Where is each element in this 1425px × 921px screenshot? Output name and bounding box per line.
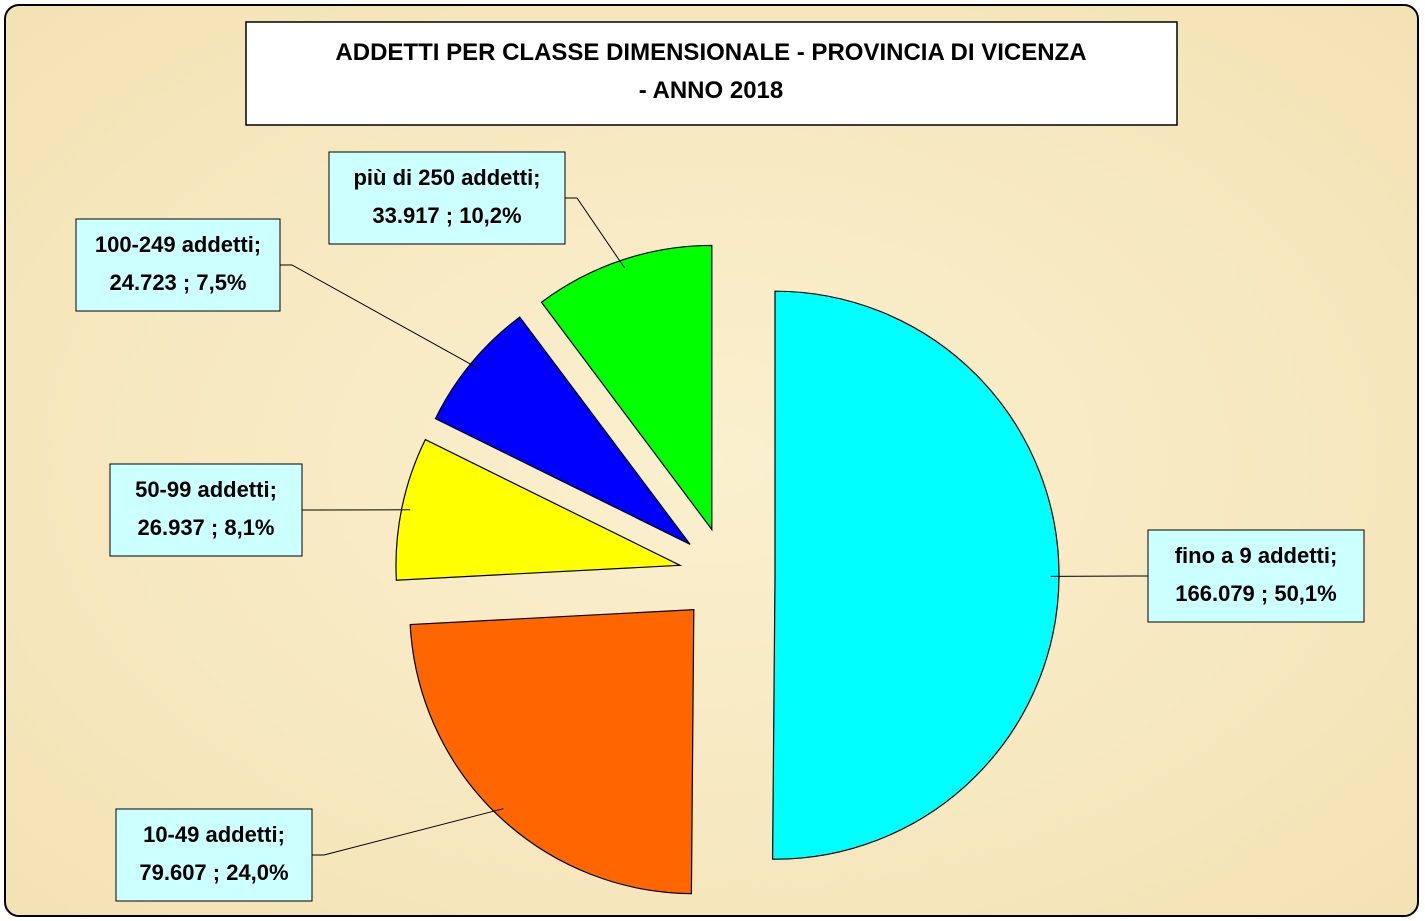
title-box	[245, 21, 1178, 126]
data-label: 24.723 ; 7,5%	[110, 270, 247, 295]
leader-line	[312, 808, 504, 856]
pie-slice	[434, 316, 691, 545]
category-label: più di 250 addetti;	[353, 165, 540, 190]
data-label-box	[328, 151, 566, 245]
category-label: 10-49 addetti;	[143, 822, 285, 847]
data-label-box	[1147, 529, 1365, 623]
category-label: fino a 9 addetti;	[1175, 543, 1338, 568]
leader-line	[280, 264, 479, 369]
data-label: 166.079 ; 50,1%	[1175, 581, 1336, 606]
category-label: 50-99 addetti;	[135, 477, 277, 502]
data-label: 26.937 ; 8,1%	[138, 515, 275, 540]
data-label: 33.917 ; 10,2%	[372, 203, 521, 228]
data-label-box	[109, 463, 303, 557]
data-label-box	[115, 808, 313, 902]
leader-line	[565, 197, 626, 269]
data-label-box	[75, 218, 281, 312]
pie-slice	[409, 609, 695, 895]
pie-slice	[540, 244, 713, 532]
chart-title: ADDETTI PER CLASSE DIMENSIONALE - PROVIN…	[335, 39, 1086, 104]
category-label: 100-249 addetti;	[95, 232, 261, 257]
data-label: 79.607 ; 24,0%	[139, 860, 288, 885]
pie-slice	[395, 438, 683, 581]
